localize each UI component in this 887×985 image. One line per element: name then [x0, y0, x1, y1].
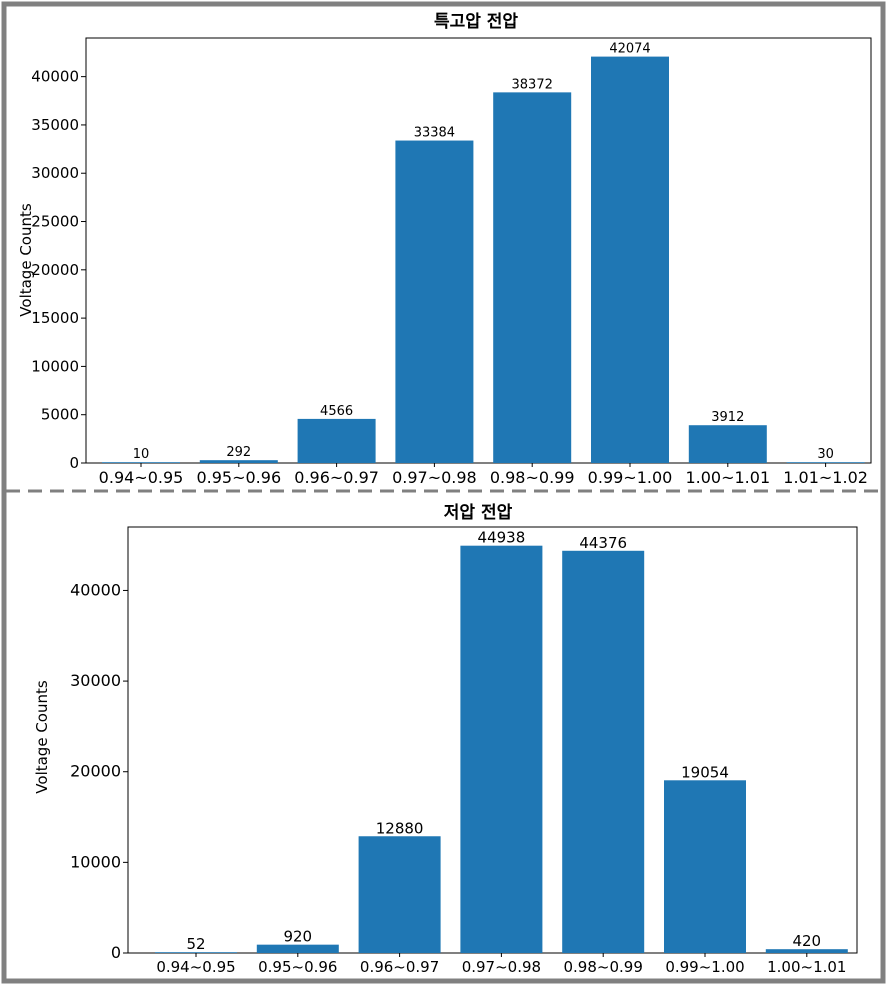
x-tick-label: 1.01~1.02: [783, 468, 868, 487]
y-axis-label: Voltage Counts: [17, 203, 35, 317]
data-label: 52: [186, 935, 205, 953]
y-tick-label: 5000: [41, 406, 79, 424]
data-label: 19054: [681, 763, 729, 781]
y-tick-label: 0: [111, 943, 121, 962]
bars: [155, 545, 848, 953]
y-tick-label: 40000: [31, 68, 79, 86]
data-labels: 52 920 12880 44938 44376 19054 420: [186, 529, 821, 954]
x-tick-label: 0.99~1.00: [665, 958, 744, 976]
y-tick-label: 35000: [31, 116, 79, 134]
x-tick-label: 0.95~0.96: [196, 468, 281, 487]
data-label: 44938: [478, 529, 526, 547]
x-tick-label: 0.95~0.96: [258, 958, 337, 976]
chart-low-voltage: 저압 전압 Voltage Counts 0 10000 20000 30000 400…: [33, 502, 858, 976]
y-tick-label: 30000: [70, 671, 121, 690]
x-tick-label: 0.96~0.97: [360, 958, 439, 976]
bar: [395, 140, 474, 464]
x-ticks: 0.94~0.95 0.95~0.96 0.96~0.97 0.97~0.98 0.98…: [99, 463, 868, 487]
x-tick-label: 0.98~0.99: [490, 468, 575, 487]
x-tick-label: 0.97~0.98: [392, 468, 477, 487]
bar: [591, 56, 669, 464]
x-tick-label: 0.94~0.95: [156, 958, 235, 976]
bar: [256, 944, 339, 953]
data-label: 4566: [320, 404, 353, 419]
x-tick-label: 0.98~0.99: [564, 958, 643, 976]
bar: [562, 550, 645, 953]
bar: [493, 92, 572, 464]
chart-high-voltage: 특고압 전압 Voltage Counts 0 5000 10000 15000 200…: [17, 11, 872, 487]
x-tick-label: 1.00~1.01: [767, 958, 846, 976]
data-label: 3912: [711, 410, 744, 425]
x-ticks: 0.94~0.95 0.95~0.96 0.96~0.97 0.97~0.98 0.98…: [156, 953, 846, 976]
data-label: 38372: [512, 77, 553, 92]
bar: [664, 780, 746, 953]
x-tick-label: 1.00~1.01: [685, 468, 770, 487]
y-tick-label: 15000: [31, 309, 79, 327]
bar: [102, 462, 180, 463]
x-tick-label: 0.94~0.95: [99, 468, 184, 487]
data-label: 33384: [414, 126, 455, 141]
y-ticks: 0 5000 10000 15000 20000 25000 30000 35000 40000: [31, 68, 86, 472]
data-labels: 10 292 4566 33384 38372 42074 3912 30: [133, 42, 834, 463]
y-tick-label: 25000: [31, 213, 79, 231]
data-label: 292: [226, 445, 251, 460]
x-tick-label: 0.96~0.97: [294, 468, 379, 487]
y-tick-label: 0: [69, 454, 79, 472]
bar: [688, 425, 767, 463]
y-tick-label: 20000: [70, 762, 121, 781]
chart-title: 특고압 전압: [434, 11, 518, 32]
data-label: 12880: [376, 819, 424, 837]
bar: [460, 545, 543, 953]
data-label: 44376: [579, 534, 627, 552]
bar: [358, 836, 441, 953]
bars: [102, 56, 865, 464]
y-tick-label: 10000: [70, 852, 121, 871]
data-label: 920: [283, 928, 312, 946]
data-label: 10: [133, 447, 150, 462]
y-tick-label: 40000: [70, 580, 121, 599]
bar: [155, 952, 237, 953]
plot-frame: [85, 37, 872, 464]
bar: [786, 462, 865, 463]
y-tick-label: 30000: [31, 164, 79, 182]
chart-title: 저압 전압: [444, 502, 513, 523]
bar: [297, 418, 376, 463]
x-tick-label: 0.97~0.98: [462, 958, 541, 976]
bar: [199, 460, 278, 463]
y-ticks: 0 10000 20000 30000 40000: [70, 580, 128, 962]
data-label: 420: [792, 932, 821, 950]
data-label: 30: [817, 447, 834, 462]
data-label: 42074: [609, 42, 650, 57]
y-axis-label: Voltage Counts: [33, 680, 51, 794]
x-tick-label: 0.99~1.00: [588, 468, 673, 487]
bar: [765, 949, 848, 953]
y-tick-label: 10000: [31, 357, 79, 375]
y-tick-label: 20000: [31, 261, 79, 279]
